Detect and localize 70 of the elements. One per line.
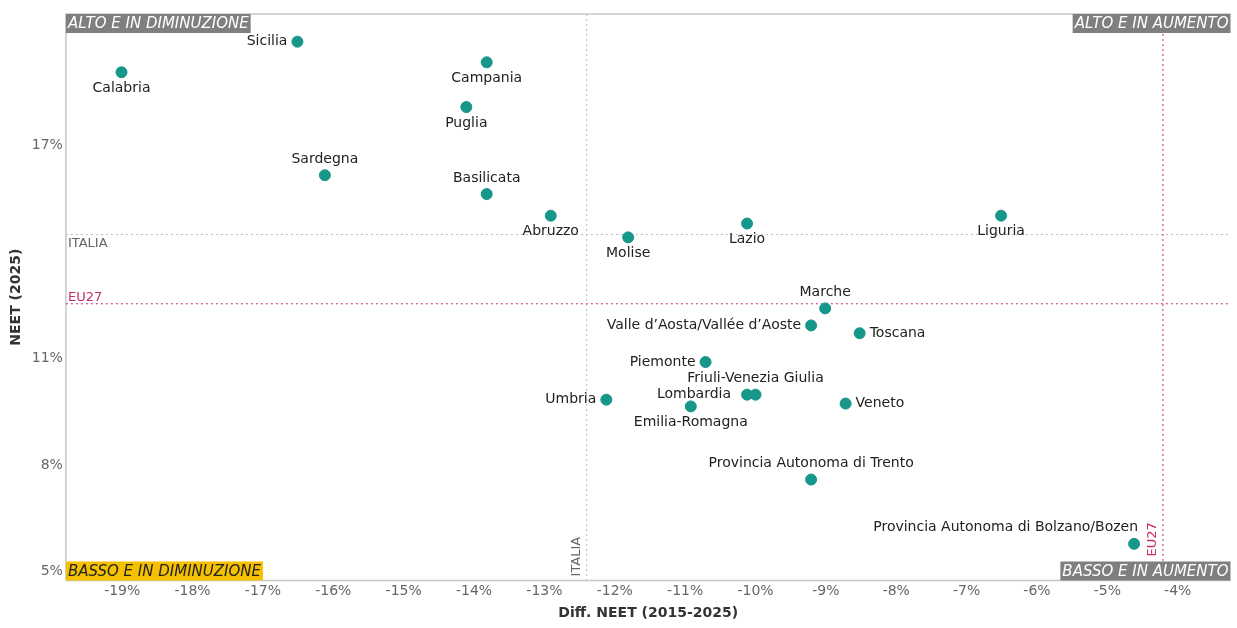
x-tick-label: -5%	[1093, 582, 1121, 599]
series-label: Molise	[605, 244, 651, 260]
x-tick-label: -17%	[244, 582, 282, 599]
point	[480, 56, 493, 69]
point	[291, 35, 304, 48]
series-label: Provincia Autonoma di Bolzano/Bozen	[873, 518, 1139, 535]
annotation: BASSO E IN DIMINUZIONE	[67, 561, 262, 580]
y-tick-label: 11%	[31, 349, 63, 366]
x-tick-label: -15%	[385, 582, 422, 599]
point	[995, 209, 1008, 222]
x-tick-label: -14%	[455, 582, 493, 599]
x-tick-label: -11%	[667, 582, 704, 599]
series-label: Puglia	[445, 113, 488, 130]
series-label: Provincia Autonoma di Trento	[708, 454, 914, 471]
point	[741, 217, 754, 230]
ref-line-label: ITALIA	[67, 235, 108, 251]
x-tick-label: -12%	[596, 582, 633, 599]
x-tick-label: -9%	[812, 582, 840, 599]
point	[684, 400, 697, 413]
ref-line-label: ITALIA	[567, 536, 583, 577]
series-label: Emilia-Romagna	[633, 413, 748, 430]
point	[544, 209, 557, 222]
series-label: Sardegna	[291, 149, 359, 166]
x-tick-label: -18%	[174, 582, 211, 599]
series-label: Calabria	[92, 78, 151, 95]
series-label: Friuli-Venezia Giulia	[687, 369, 824, 386]
y-tick-label: 17%	[31, 136, 63, 153]
ref-line-label: EU27	[67, 288, 103, 304]
point	[699, 356, 712, 369]
series-label: Basilicata	[452, 168, 521, 185]
series-label: Piemonte	[629, 352, 696, 369]
x-tick-label: -7%	[952, 582, 981, 599]
x-tick-label: -6%	[1023, 582, 1051, 599]
point	[480, 188, 493, 201]
point	[1128, 537, 1141, 550]
x-tick-label: -13%	[526, 582, 563, 599]
series-label: Lombardia	[656, 385, 732, 402]
x-axis-title: Diff. NEET (2015-2025)	[558, 604, 739, 621]
x-tick-label: -8%	[882, 582, 910, 599]
point	[115, 66, 128, 79]
series-label: Toscana	[868, 323, 926, 340]
x-tick-label: -19%	[104, 582, 141, 599]
series-label: Marche	[799, 283, 851, 300]
x-tick-label: -16%	[315, 582, 352, 599]
annotation: ALTO E IN AUMENTO	[1073, 14, 1229, 33]
x-tick-label: -10%	[737, 582, 774, 599]
annotation: ALTO E IN DIMINUZIONE	[66, 14, 250, 33]
point	[460, 101, 473, 114]
series-label: Veneto	[855, 394, 905, 411]
y-axis-title: NEET (2025)	[7, 248, 24, 346]
ref-line-label: EU27	[1143, 522, 1159, 557]
point	[819, 302, 832, 315]
point	[805, 319, 818, 332]
series-label: Liguria	[977, 222, 1025, 239]
point	[853, 327, 866, 340]
point	[805, 473, 818, 486]
series-label: Umbria	[545, 390, 597, 407]
x-tick-label: -4%	[1164, 582, 1192, 599]
series-label: Sicilia	[246, 32, 288, 49]
annotation: BASSO E IN AUMENTO	[1062, 561, 1229, 580]
point	[839, 397, 852, 410]
y-tick-label: 8%	[40, 455, 63, 472]
series-label: Abruzzo	[522, 222, 579, 239]
y-tick-label: 5%	[40, 562, 63, 579]
point	[600, 393, 613, 406]
point	[318, 169, 331, 182]
point	[622, 231, 635, 244]
series-label: Lazio	[728, 230, 766, 247]
series-label: Valle d’Aosta/Vallée d’Aoste	[606, 316, 802, 333]
series-label: Campania	[451, 68, 523, 85]
